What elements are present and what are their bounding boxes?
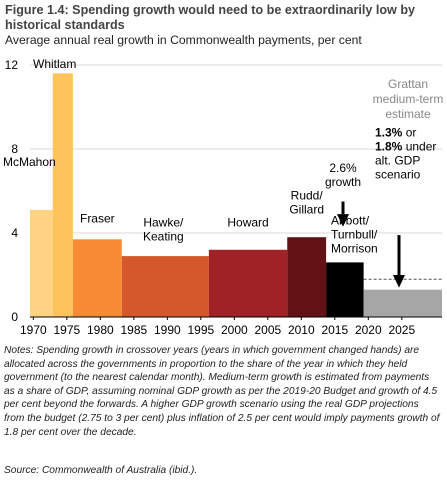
annotation-layer: McMahon Whitlam Fraser Hawke/Keating Howard R…: [3, 57, 443, 288]
y-tick-label-0: 0: [11, 310, 18, 324]
x-tick-label-1970: 1970: [20, 323, 47, 337]
x-tick-label-2000: 2000: [221, 323, 248, 337]
x-tick-label-1985: 1985: [120, 323, 147, 337]
bar-label-fraser: Fraser: [80, 212, 115, 226]
bar-label-whitlam: Whitlam: [33, 57, 76, 71]
bar-label-abbott-turnbull-morrison: Abbott/Turnbull/Morrison: [331, 214, 378, 256]
bar-label-rudd-gillard: Rudd/Gillard: [289, 188, 324, 216]
annotation-growth-2-6: 2.6% growth: [325, 161, 361, 189]
x-tick-label-1995: 1995: [187, 323, 214, 337]
x-tick-label-2015: 2015: [321, 323, 348, 337]
x-tick-label-2010: 2010: [288, 323, 315, 337]
y-tick-label-4: 4: [11, 226, 18, 240]
bar-hawke-keating: [121, 256, 209, 317]
x-tick-label-2020: 2020: [355, 323, 382, 337]
annotation-grattan-values: 1.3% or 1.8% under alt. GDP scenario: [375, 125, 436, 181]
x-tick-label-2025: 2025: [388, 323, 415, 337]
arrowhead-grattan: [393, 275, 405, 288]
bar-howard: [208, 249, 288, 317]
bar-whitlam: [52, 73, 73, 318]
bar-label-howard: Howard: [227, 216, 268, 230]
bar-label-mcmahon: McMahon: [3, 155, 56, 169]
figure-notes: Notes: Spending growth in crossover year…: [4, 345, 440, 438]
y-tick-label-8: 8: [11, 142, 18, 156]
x-tick-label-1990: 1990: [154, 323, 181, 337]
x-tick-label-1975: 1975: [53, 323, 80, 337]
bar-chart: 0 4 8 12 1970 1975 1980 1985 1990 1995 2000 2005 201…: [3, 57, 443, 337]
bar-mcmahon: [30, 209, 53, 317]
bar-fraser: [72, 239, 122, 317]
arrowhead-growth: [337, 214, 349, 227]
figure-source: Source: Commonwealth of Australia (ibid.…: [4, 465, 198, 476]
grid-layer: [30, 64, 442, 234]
bar-label-grattan-estimate: Grattan medium-term estimate: [373, 77, 444, 121]
x-tick-label-2005: 2005: [254, 323, 281, 337]
bar-label-hawke-keating: Hawke/Keating: [143, 216, 184, 244]
axis-layer: 0 4 8 12 1970 1975 1980 1985 1990 1995 2000 2005 201…: [5, 58, 442, 337]
y-tick-label-12: 12: [5, 58, 19, 72]
bar-abbott-turnbull-morrison: [326, 262, 364, 317]
x-tick-label-1980: 1980: [87, 323, 114, 337]
figure-subtitle: Average annual real growth in Commonweal…: [5, 33, 362, 47]
figure-title: Figure 1.4: Spending growth would need t…: [5, 3, 416, 32]
bar-grattan-medium-term-estimate: [363, 289, 442, 317]
bars-layer: [30, 73, 442, 318]
bar-rudd-gillard: [287, 237, 327, 317]
